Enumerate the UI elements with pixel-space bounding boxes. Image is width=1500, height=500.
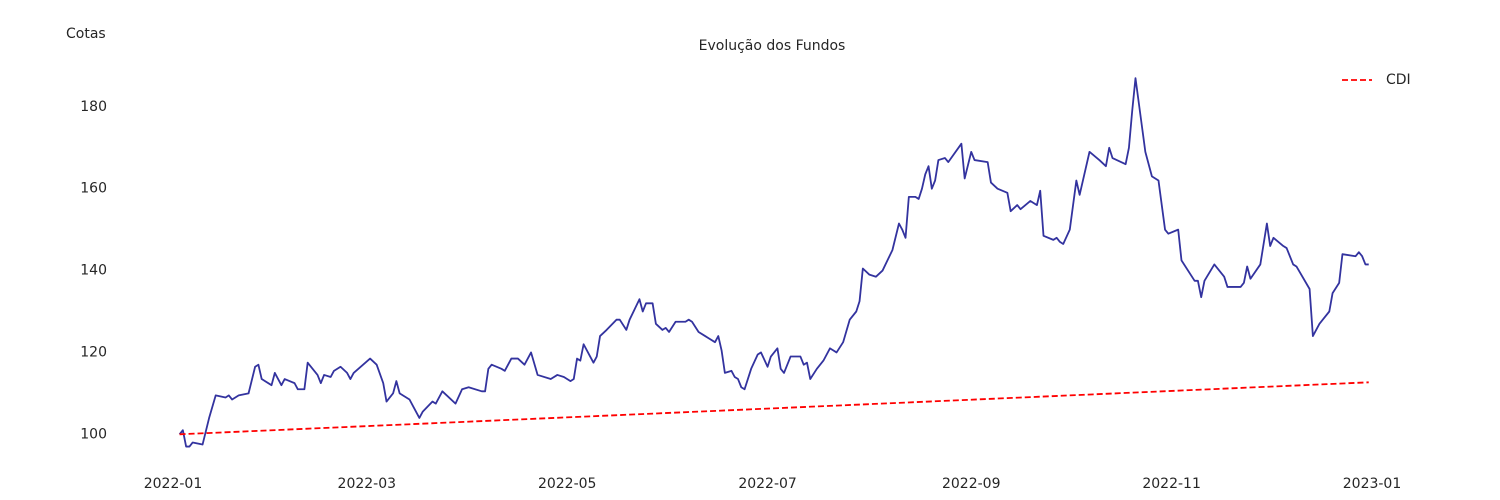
series-line — [179, 381, 1369, 436]
y-tick-label: 180 — [80, 99, 107, 115]
y-tick-label: 120 — [80, 344, 107, 360]
x-tick-label: 2022-07 — [738, 476, 797, 492]
series-line — [178, 77, 1369, 448]
legend-label: CDI — [1386, 72, 1411, 88]
x-tick-label: 2022-11 — [1142, 476, 1201, 492]
x-tick-label: 2022-05 — [538, 476, 597, 492]
x-tick-label: 2022-01 — [144, 476, 203, 492]
x-tick-label: 2022-03 — [338, 476, 397, 492]
y-tick-label: 100 — [80, 426, 107, 442]
y-axis-label: Cotas — [66, 26, 106, 42]
x-tick-label: 2022-09 — [942, 476, 1001, 492]
x-tick-label: 2023-01 — [1343, 476, 1402, 492]
y-tick-label: 160 — [80, 181, 107, 197]
y-tick-label: 140 — [80, 263, 107, 279]
chart-title: Evolução dos Fundos — [699, 38, 846, 54]
